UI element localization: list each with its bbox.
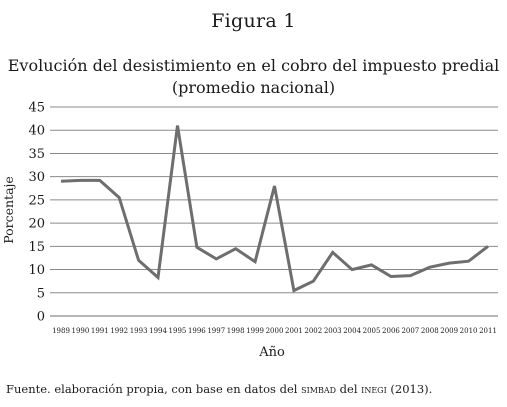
y-axis-label: Porcentaje: [1, 176, 16, 244]
chart-subtitle: (promedio nacional): [171, 78, 336, 97]
x-tick-label: 1994: [149, 327, 167, 335]
x-tick-label: 2008: [421, 327, 439, 335]
x-tick-label: 2001: [285, 327, 303, 335]
y-tick-label: 15: [28, 240, 45, 255]
x-tick-label: 1998: [227, 327, 245, 335]
x-tick-label: 2005: [363, 327, 381, 335]
y-tick-label: 0: [37, 310, 45, 325]
source-middle: del: [336, 382, 362, 396]
series-layer: [60, 125, 489, 293]
source-simbad: SIMBAD: [301, 382, 337, 396]
source-note: Fuente. elaboración propia, con base en …: [6, 382, 432, 396]
x-tick-label: 1992: [110, 327, 128, 335]
chart-title: Evolución del desistimiento en el cobro …: [7, 56, 500, 75]
y-tick-label: 45: [28, 101, 45, 116]
x-tick-labels: 1989 1990 1991 1992 1993 1994 1995 1996 1997 1998…: [52, 327, 497, 335]
y-tick-label: 25: [28, 193, 45, 208]
series-line-0: [60, 125, 489, 293]
x-tick-label: 2009: [440, 327, 458, 335]
x-tick-label: 2003: [324, 327, 342, 335]
x-tick-label: 1993: [130, 327, 148, 335]
x-tick-label: 1990: [71, 327, 89, 335]
source-inegi: INEGI: [361, 382, 387, 396]
x-tick-label: 1991: [91, 327, 109, 335]
x-tick-label: 2002: [304, 327, 322, 335]
x-tick-label: 1996: [188, 327, 206, 335]
x-tick-label: 1997: [207, 327, 225, 335]
x-tick-label: 2007: [401, 327, 419, 335]
y-tick-label: 40: [28, 124, 45, 139]
y-tick-label: 30: [28, 170, 45, 185]
y-tick-label: 20: [28, 217, 45, 232]
x-tick-label: 1995: [169, 327, 187, 335]
x-tick-label: 2010: [460, 327, 478, 335]
y-tick-label: 10: [28, 263, 45, 278]
y-tick-labels: 0 5 10 15 20 25 30 35 40 45: [28, 101, 45, 325]
x-tick-label: 2004: [343, 327, 361, 335]
y-tick-label: 35: [28, 147, 45, 162]
source-suffix: (2013).: [386, 382, 433, 396]
x-tick-label: 2006: [382, 327, 400, 335]
figure-label: Figura 1: [211, 10, 296, 32]
x-tick-label: 2011: [479, 327, 497, 335]
x-tick-label: 2000: [266, 327, 284, 335]
x-axis-label: Año: [258, 345, 285, 360]
gridlines: [50, 106, 498, 317]
x-tick-label: 1999: [246, 327, 264, 335]
source-prefix: Fuente. elaboración propia, con base en …: [6, 382, 302, 396]
y-tick-label: 5: [37, 286, 45, 301]
x-tick-label: 1989: [52, 327, 70, 335]
